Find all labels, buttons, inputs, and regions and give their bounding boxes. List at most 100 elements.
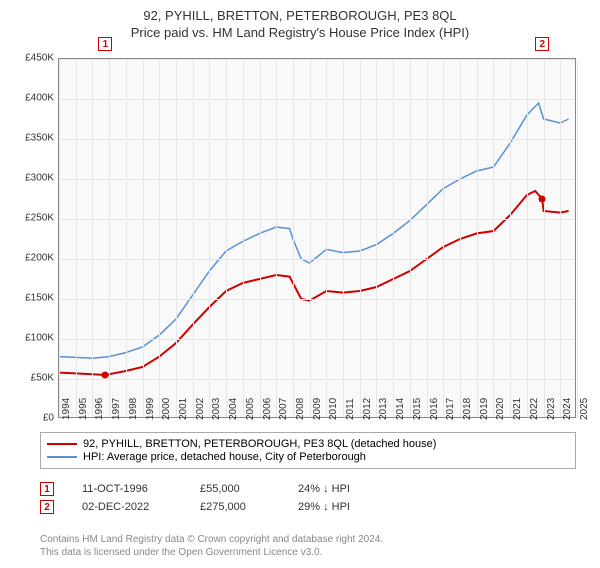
line-series-svg — [59, 59, 577, 419]
x-axis-label: 1996 — [94, 398, 105, 420]
gridline-v — [209, 59, 210, 417]
x-axis-label: 1994 — [61, 398, 72, 420]
y-axis-label: £200K — [25, 253, 54, 264]
x-axis-label: 2025 — [579, 398, 590, 420]
y-axis-label: £150K — [25, 293, 54, 304]
y-axis-label: £350K — [25, 133, 54, 144]
transaction-diff-2: 29% ↓ HPI — [298, 501, 350, 513]
x-axis-label: 2008 — [295, 398, 306, 420]
transaction-price-1: £55,000 — [200, 483, 270, 495]
x-axis-label: 2011 — [345, 398, 356, 420]
footer-line-1: Contains HM Land Registry data © Crown c… — [40, 533, 383, 546]
legend-box: 92, PYHILL, BRETTON, PETERBOROUGH, PE3 8… — [40, 432, 576, 469]
x-axis-label: 2021 — [512, 398, 523, 420]
x-axis-label: 2024 — [562, 398, 573, 420]
y-axis-label: £400K — [25, 93, 54, 104]
gridline-v — [310, 59, 311, 417]
x-axis-label: 2014 — [395, 398, 406, 420]
x-axis-label: 2022 — [529, 398, 540, 420]
x-axis-label: 1999 — [145, 398, 156, 420]
gridline-h — [59, 379, 575, 380]
transaction-diff-1: 24% ↓ HPI — [298, 483, 350, 495]
gridline-h — [59, 139, 575, 140]
gridline-h — [59, 179, 575, 180]
gridline-v — [510, 59, 511, 417]
gridline-v — [226, 59, 227, 417]
y-axis-label: £250K — [25, 213, 54, 224]
y-axis-label: £100K — [25, 333, 54, 344]
x-axis-label: 1995 — [78, 398, 89, 420]
chart-container: 92, PYHILL, BRETTON, PETERBOROUGH, PE3 8… — [0, 8, 600, 568]
gridline-v — [260, 59, 261, 417]
x-axis-label: 2004 — [228, 398, 239, 420]
gridline-v — [159, 59, 160, 417]
footer-attribution: Contains HM Land Registry data © Crown c… — [40, 533, 383, 559]
gridline-v — [243, 59, 244, 417]
plot-region: 12 — [58, 58, 576, 418]
y-axis-label: £300K — [25, 173, 54, 184]
legend-label-address: 92, PYHILL, BRETTON, PETERBOROUGH, PE3 8… — [83, 438, 436, 450]
legend-label-hpi: HPI: Average price, detached house, City… — [83, 451, 366, 463]
marker-badge-1: 1 — [40, 482, 54, 496]
gridline-h — [59, 339, 575, 340]
chart-title: 92, PYHILL, BRETTON, PETERBOROUGH, PE3 8… — [0, 8, 600, 23]
transaction-details: 1 11-OCT-1996 £55,000 24% ↓ HPI 2 02-DEC… — [40, 478, 350, 518]
gridline-v — [544, 59, 545, 417]
gridline-v — [477, 59, 478, 417]
gridline-v — [360, 59, 361, 417]
marker-badge-2: 2 — [535, 37, 549, 51]
gridline-v — [193, 59, 194, 417]
x-axis-label: 2012 — [362, 398, 373, 420]
gridline-h — [59, 259, 575, 260]
gridline-v — [276, 59, 277, 417]
gridline-v — [326, 59, 327, 417]
x-axis-label: 2023 — [546, 398, 557, 420]
chart-subtitle: Price paid vs. HM Land Registry's House … — [0, 25, 600, 40]
y-axis-label: £450K — [25, 53, 54, 64]
legend-swatch-hpi — [47, 456, 77, 458]
x-axis-label: 2019 — [479, 398, 490, 420]
x-axis-label: 1997 — [111, 398, 122, 420]
x-axis-label: 2016 — [429, 398, 440, 420]
gridline-h — [59, 59, 575, 60]
gridline-h — [59, 99, 575, 100]
gridline-v — [143, 59, 144, 417]
x-axis-label: 2017 — [445, 398, 456, 420]
x-axis-label: 2003 — [211, 398, 222, 420]
gridline-h — [59, 299, 575, 300]
gridline-v — [393, 59, 394, 417]
transaction-price-2: £275,000 — [200, 501, 270, 513]
transaction-date-1: 11-OCT-1996 — [82, 483, 172, 495]
legend-item-hpi: HPI: Average price, detached house, City… — [47, 451, 569, 463]
x-axis-label: 2013 — [378, 398, 389, 420]
gridline-v — [460, 59, 461, 417]
gridline-v — [577, 59, 578, 417]
x-axis-label: 2002 — [195, 398, 206, 420]
gridline-v — [376, 59, 377, 417]
gridline-v — [109, 59, 110, 417]
x-axis-label: 2009 — [312, 398, 323, 420]
gridline-v — [493, 59, 494, 417]
gridline-v — [92, 59, 93, 417]
gridline-v — [427, 59, 428, 417]
x-axis-label: 2018 — [462, 398, 473, 420]
x-axis-label: 2000 — [161, 398, 172, 420]
marker-badge-2: 2 — [40, 500, 54, 514]
x-axis-label: 2005 — [245, 398, 256, 420]
marker-point-1 — [102, 372, 109, 379]
gridline-v — [59, 59, 60, 417]
gridline-v — [76, 59, 77, 417]
gridline-v — [560, 59, 561, 417]
footer-line-2: This data is licensed under the Open Gov… — [40, 546, 383, 559]
y-axis-label: £0 — [43, 413, 54, 424]
y-axis-label: £50K — [31, 373, 54, 384]
gridline-v — [527, 59, 528, 417]
transaction-row-2: 2 02-DEC-2022 £275,000 29% ↓ HPI — [40, 500, 350, 514]
legend-item-address: 92, PYHILL, BRETTON, PETERBOROUGH, PE3 8… — [47, 438, 569, 450]
marker-point-2 — [539, 196, 546, 203]
gridline-v — [176, 59, 177, 417]
gridline-v — [126, 59, 127, 417]
x-axis-label: 2020 — [495, 398, 506, 420]
legend-swatch-address — [47, 443, 77, 445]
marker-badge-1: 1 — [98, 37, 112, 51]
